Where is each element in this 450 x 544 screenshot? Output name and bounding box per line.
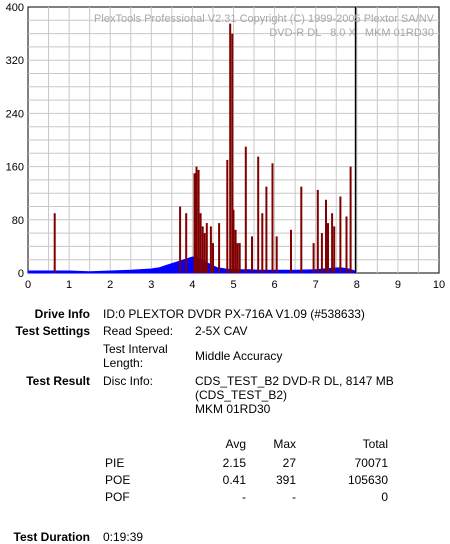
bar (345, 216, 348, 273)
bar (231, 33, 234, 273)
y-tick-label: 0 (18, 268, 24, 280)
x-tick-label: 2 (107, 279, 113, 291)
col-header-avg: Avg (225, 437, 246, 451)
bar (218, 223, 221, 273)
bar (300, 186, 303, 273)
table-cell-max: 27 (282, 456, 296, 470)
drive-info-value: ID:0 PLEXTOR DVDR PX-716A V1.09 (#538633… (103, 307, 365, 321)
x-tick-label: 10 (433, 279, 445, 291)
test-settings-label: Test Settings (15, 324, 90, 338)
table-cell-avg: 2.15 (222, 456, 246, 470)
bar (238, 243, 241, 273)
test-result-label: Test Result (26, 374, 90, 388)
bar (209, 226, 212, 273)
area-fill (27, 256, 356, 274)
table-cell-avg: 0.41 (222, 473, 246, 487)
col-header-total: Total (362, 437, 388, 451)
disc-info-line2: (CDS_TEST_B2) (195, 388, 288, 402)
bar (275, 236, 278, 273)
bar (232, 209, 235, 273)
drive-info-label: Drive Info (34, 307, 90, 321)
table-cell-total: 0 (381, 490, 388, 504)
bar (195, 166, 198, 273)
bar (320, 233, 323, 273)
bar (205, 223, 208, 273)
x-tick-label: 9 (395, 279, 401, 291)
bar (271, 163, 274, 273)
bar (185, 213, 188, 273)
bar (325, 199, 327, 273)
bar (339, 196, 342, 273)
disc-info-label: Disc Info: (103, 374, 154, 388)
red-bar-series (53, 23, 352, 274)
x-tick-label: 6 (272, 279, 278, 291)
bar (212, 243, 214, 273)
bar (179, 206, 182, 273)
disc-info-line1: CDS_TEST_B2 DVD-R DL, 8147 MB (195, 374, 394, 388)
table-cell-total: 105630 (347, 473, 388, 487)
bar (327, 223, 329, 273)
bar (261, 213, 264, 273)
test-interval-label-line1: Test Interval (103, 342, 168, 356)
chart: PlexTools Professional V2.31 Copyright (… (6, 2, 445, 291)
read-speed-label: Read Speed: (103, 324, 174, 338)
bar (333, 226, 336, 273)
test-interval-value: Middle Accuracy (195, 349, 283, 363)
bar (203, 233, 206, 273)
bar (316, 189, 319, 273)
x-tick-label: 5 (230, 279, 236, 291)
test-duration-value: 0:19:39 (103, 530, 144, 544)
x-tick-label: 0 (25, 279, 31, 291)
disc-info-line3: MKM 01RD30 (195, 402, 271, 416)
x-tick-label: 1 (66, 279, 72, 291)
table-cell-avg: - (242, 490, 246, 504)
y-tick-label: 160 (6, 162, 24, 174)
bar (331, 213, 334, 273)
read-speed-value: 2-5X CAV (195, 324, 248, 338)
bar (244, 146, 247, 273)
bar (312, 243, 315, 273)
y-tick-label: 320 (6, 55, 24, 67)
table-cell-max: 391 (275, 473, 296, 487)
chart-subtitle: DVD-R DL 8.0 X MKM 01RD30 (269, 27, 434, 39)
table-row-name: POE (105, 473, 131, 487)
test-interval-label-line2: Length: (103, 356, 144, 370)
bar (265, 186, 268, 273)
bar (53, 213, 56, 273)
chart-title: PlexTools Professional V2.31 Copyright (… (94, 13, 435, 25)
bar (201, 226, 204, 273)
table-cell-total: 70071 (354, 456, 388, 470)
bar (251, 236, 253, 273)
x-axis-ticks: 0 1 2 3 4 5 6 7 8 9 10 (25, 279, 445, 291)
y-tick-label: 80 (12, 215, 24, 227)
bar (234, 229, 237, 273)
bar (199, 213, 202, 273)
y-tick-label: 240 (6, 108, 24, 120)
x-tick-label: 8 (354, 279, 360, 291)
x-tick-label: 4 (189, 279, 195, 291)
blue-area-series (27, 256, 356, 274)
table-row-name: POF (105, 490, 130, 504)
bar (257, 156, 260, 273)
bar (226, 159, 229, 273)
col-header-max: Max (273, 437, 296, 451)
bar (229, 23, 232, 273)
table-cell-max: - (292, 490, 296, 504)
x-tick-label: 7 (313, 279, 319, 291)
test-duration-label: Test Duration (13, 530, 90, 544)
bar (193, 173, 196, 274)
bar (236, 243, 239, 273)
y-axis-ticks: 0 80 160 240 320 400 (6, 2, 24, 280)
y-tick-label: 400 (6, 2, 24, 14)
bar (349, 166, 352, 273)
x-tick-label: 3 (148, 279, 154, 291)
table-row-name: PIE (105, 456, 125, 470)
bar (290, 229, 292, 273)
bar (197, 169, 200, 273)
